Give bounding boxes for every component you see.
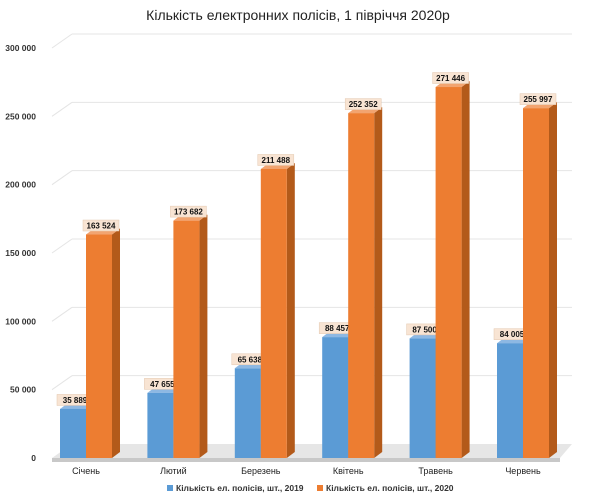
bar-side bbox=[461, 81, 470, 458]
bar-2-2 bbox=[173, 220, 200, 458]
legend-swatch bbox=[317, 485, 323, 491]
data-label: 47 655 bbox=[150, 380, 175, 389]
data-label: 87 500 bbox=[412, 325, 437, 334]
gridlines bbox=[51, 33, 572, 391]
data-label-bg bbox=[82, 219, 120, 232]
bar-1-3 bbox=[234, 368, 261, 458]
bar-1-2 bbox=[147, 392, 174, 458]
legend-label: Кількість ел. полісів, шт., 2020 bbox=[326, 483, 454, 493]
y-tick-label: 150 000 bbox=[5, 248, 36, 258]
bar-1-4 bbox=[322, 337, 349, 458]
gridline-diag bbox=[51, 238, 73, 254]
bars: 35 889 163 524 47 655 173 682 65 638 211 488 8… bbox=[56, 72, 557, 459]
data-label: 88 457 bbox=[325, 324, 350, 333]
data-label: 173 682 bbox=[174, 208, 203, 217]
data-label: 163 524 bbox=[87, 222, 116, 231]
y-tick-label: 300 000 bbox=[5, 43, 36, 53]
y-tick-label: 0 bbox=[31, 453, 36, 463]
bar-side bbox=[374, 107, 383, 459]
bar-side bbox=[286, 162, 295, 458]
gridline-diag bbox=[51, 170, 73, 186]
x-tick-label: Січень bbox=[72, 466, 100, 476]
legend: Кількість ел. полісів, шт., 2019 Кількіст… bbox=[167, 483, 454, 493]
floor-front bbox=[52, 458, 560, 462]
floor-top bbox=[52, 444, 572, 458]
data-label: 252 352 bbox=[349, 100, 378, 109]
legend-swatch bbox=[167, 485, 173, 491]
bar-2-5 bbox=[435, 87, 462, 458]
bar-side bbox=[112, 228, 120, 458]
y-tick-label: 100 000 bbox=[5, 316, 36, 326]
bar-1-1 bbox=[60, 408, 86, 458]
bar-side bbox=[549, 102, 557, 458]
bar-2-1 bbox=[86, 234, 112, 458]
bar-2-6 bbox=[523, 108, 549, 458]
y-axis: 0 50 000 100 000 150 000 200 000 250 000 300 0… bbox=[5, 43, 36, 463]
data-label: 35 889 bbox=[63, 396, 88, 405]
data-label-bg bbox=[519, 93, 557, 105]
x-tick-label: Лютий bbox=[160, 466, 187, 476]
bar-2-3 bbox=[260, 168, 287, 458]
chart-floor bbox=[52, 444, 572, 462]
bar-side bbox=[199, 214, 208, 458]
y-tick-label: 250 000 bbox=[5, 111, 36, 121]
x-tick-label: Березень bbox=[241, 466, 281, 476]
x-tick-label: Травень bbox=[418, 466, 453, 476]
data-label-bg bbox=[170, 205, 207, 218]
gridline-diag bbox=[51, 33, 73, 49]
legend-label: Кількість ел. полісів, шт., 2019 bbox=[176, 483, 304, 493]
data-label: 84 005 bbox=[500, 330, 525, 339]
bar-1-5 bbox=[409, 338, 436, 458]
y-tick-label: 200 000 bbox=[5, 180, 36, 190]
x-tick-label: Червень bbox=[505, 466, 541, 476]
data-label-bg bbox=[257, 154, 295, 166]
y-tick-label: 50 000 bbox=[10, 385, 36, 395]
data-label: 255 997 bbox=[524, 95, 553, 104]
gridline-diag bbox=[51, 306, 73, 322]
bar-2-4 bbox=[348, 113, 375, 459]
gridline-diag bbox=[51, 101, 73, 117]
gridline-diag bbox=[51, 375, 73, 391]
bar-1-6 bbox=[497, 343, 523, 458]
x-axis: Січень Лютий Березень Квітень Травень Червень bbox=[72, 466, 541, 476]
data-label: 65 638 bbox=[238, 355, 263, 364]
data-label: 211 488 bbox=[262, 156, 291, 165]
x-tick-label: Квітень bbox=[333, 466, 364, 476]
data-label-bg bbox=[344, 98, 382, 110]
chart-title: Кількість електронних полісів, 1 піврічч… bbox=[146, 7, 450, 23]
data-label-bg bbox=[432, 72, 469, 84]
data-label: 271 446 bbox=[436, 74, 465, 83]
